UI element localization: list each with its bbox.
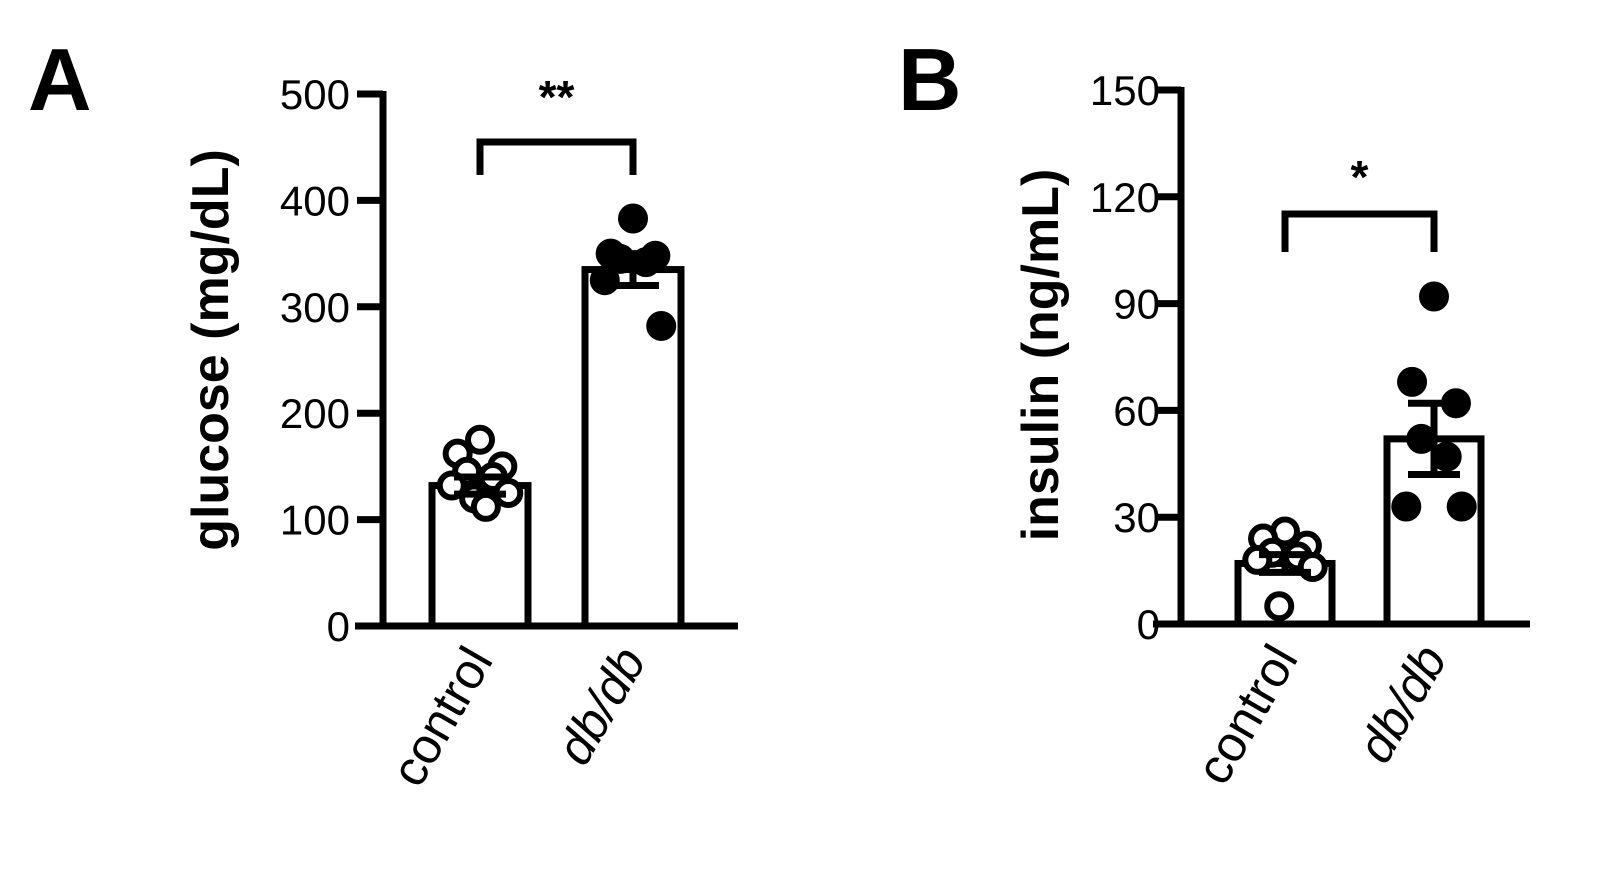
y-tick-label: 120 (1090, 174, 1160, 221)
y-tick-label: 0 (1137, 601, 1160, 648)
significance-label: * (1351, 151, 1369, 203)
y-tick-label: 90 (1113, 281, 1160, 328)
panel-letter-b: B (898, 30, 962, 129)
data-point (1446, 491, 1477, 522)
x-category-label: control (1185, 636, 1309, 794)
y-tick-label: 30 (1113, 494, 1160, 541)
y-tick-label: 300 (280, 284, 350, 331)
panel-letter-a: A (28, 30, 92, 129)
panel-b: B insulin (ng/mL) 0 30 60 90 120 150 control db… (898, 30, 1530, 793)
x-category-label: db/db (1346, 636, 1457, 772)
data-point (618, 203, 648, 234)
data-point (1391, 491, 1422, 522)
x-category-label: db/db (545, 638, 656, 774)
y-axis-label-b: insulin (ng/mL) (1012, 169, 1070, 542)
y-axis-label-a: glucose (mg/dL) (182, 149, 240, 551)
y-tick-label: 200 (280, 390, 350, 437)
data-point (1264, 591, 1295, 622)
panel-a: A glucose (mg/dL) 0 100 200 300 400 500 contro… (28, 30, 738, 795)
y-tick-label: 400 (280, 177, 350, 224)
data-point (470, 491, 501, 522)
significance-bracket (1281, 210, 1438, 252)
y-tick-label: 150 (1090, 67, 1160, 114)
data-point (1419, 281, 1449, 312)
significance-label: ** (539, 71, 575, 123)
y-tick-label: 100 (280, 497, 350, 544)
y-tick-label: 60 (1113, 387, 1160, 434)
significance-bracket (476, 138, 637, 175)
x-category-label: control (380, 638, 504, 796)
y-tick-label: 0 (327, 603, 350, 650)
y-tick-label: 500 (280, 71, 350, 118)
data-point (465, 424, 495, 455)
plot-area-a: 0 100 200 300 400 500 control db/db ** (280, 71, 738, 795)
data-point (1397, 366, 1428, 397)
data-point (589, 265, 620, 296)
data-point (646, 310, 677, 341)
plot-area-b: 0 30 60 90 120 150 control db/db * (1090, 67, 1530, 793)
